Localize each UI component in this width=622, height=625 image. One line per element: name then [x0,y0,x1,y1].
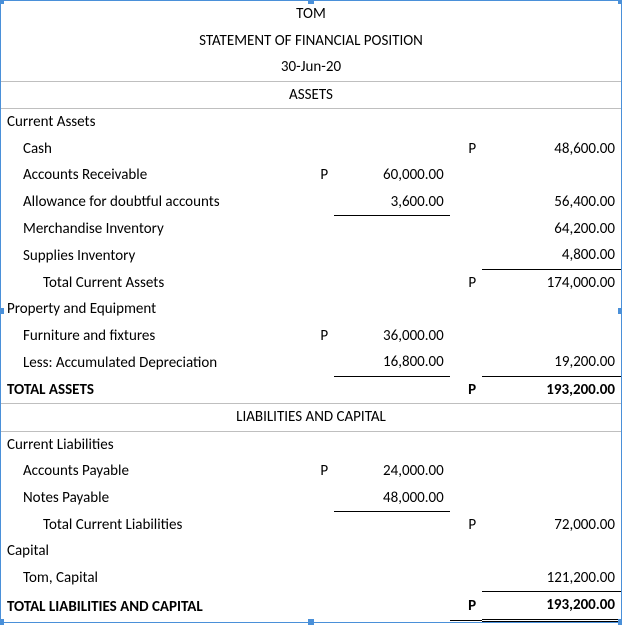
amount: 174,000.00 [482,269,621,296]
currency-symbol: P [450,136,482,163]
amount: 193,200.00 [482,592,621,621]
current-liabilities-header: Current Liabilities [1,431,302,458]
currency-symbol: P [450,592,482,621]
amount: 193,200.00 [482,376,621,404]
amount: 72,000.00 [482,512,621,539]
amount: 121,200.00 [482,565,621,592]
row-label: Less: Accumulated Depreciation [1,349,302,376]
row-label: Total Current Assets [1,269,302,296]
row-label: Total Current Liabilities [1,512,302,539]
amount: 4,800.00 [482,242,621,269]
amount: 48,000.00 [334,485,450,512]
resize-handle[interactable] [0,0,4,4]
resize-handle[interactable] [308,0,314,4]
row-label: Merchandise Inventory [1,216,302,243]
capital-header: Capital [1,538,302,565]
row-label: Accounts Payable [1,458,302,485]
amount: 16,800.00 [334,349,450,376]
amount: 64,200.00 [482,216,621,243]
amount: 24,000.00 [334,458,450,485]
resize-handle[interactable] [618,0,622,4]
currency-symbol: P [302,323,334,350]
section-assets: ASSETS [1,81,621,109]
amount: 36,000.00 [334,323,450,350]
row-label: Notes Payable [1,485,302,512]
company-name: TOM [1,1,621,28]
currency-symbol: P [302,458,334,485]
total-assets-label: TOTAL ASSETS [1,376,302,404]
statement-title: STATEMENT OF FINANCIAL POSITION [1,28,621,55]
currency-symbol: P [450,512,482,539]
amount: 3,600.00 [334,189,450,216]
amount: 48,600.00 [482,136,621,163]
amount: 19,200.00 [482,349,621,376]
balance-sheet-table: TOM STATEMENT OF FINANCIAL POSITION 30-J… [0,0,622,623]
row-label: Tom, Capital [1,565,302,592]
resize-handle[interactable] [0,619,4,625]
row-label: Cash [1,136,302,163]
amount: 60,000.00 [334,162,450,189]
section-liab-capital: LIABILITIES AND CAPITAL [1,404,621,432]
row-label: Allowance for doubtful accounts [1,189,302,216]
resize-handle[interactable] [308,619,314,625]
resize-handle[interactable] [0,308,4,314]
currency-symbol: P [450,269,482,296]
statement-date: 30-Jun-20 [1,54,621,81]
row-label: Supplies Inventory [1,242,302,269]
amount: 56,400.00 [482,189,621,216]
total-liab-capital-label: TOTAL LIABILITIES AND CAPITAL [1,592,302,621]
currency-symbol: P [450,376,482,404]
current-assets-header: Current Assets [1,109,302,136]
row-label: Accounts Receivable [1,162,302,189]
ppe-header: Property and Equipment [1,296,302,323]
financial-table: TOM STATEMENT OF FINANCIAL POSITION 30-J… [1,1,621,622]
currency-symbol: P [302,162,334,189]
resize-handle[interactable] [618,619,622,625]
row-label: Furniture and fixtures [1,323,302,350]
resize-handle[interactable] [618,308,622,314]
